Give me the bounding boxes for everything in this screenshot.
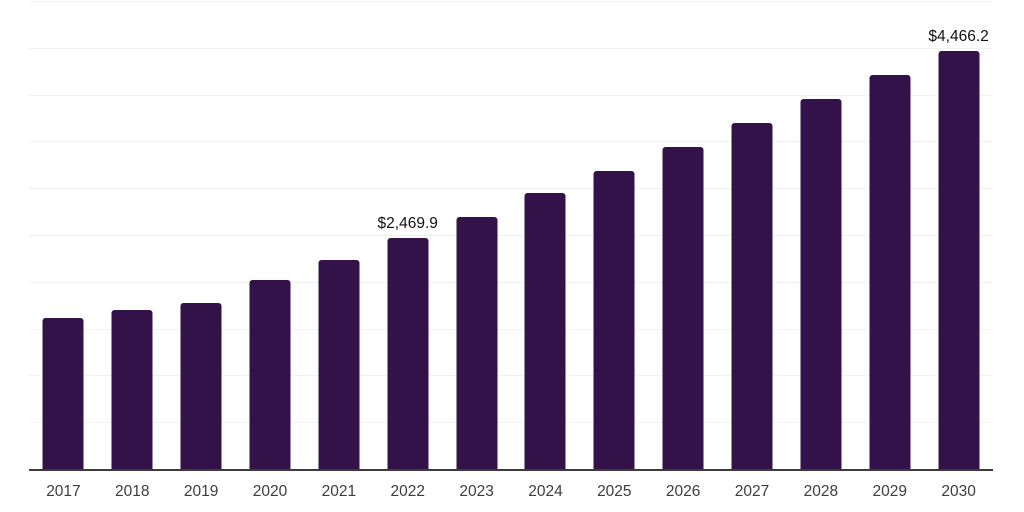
x-axis-label-2029: 2029 [872, 483, 907, 500]
plot-area: $2,469.9 $4,466.2 [29, 1, 993, 471]
bar-data-label-2030: $4,466.2 [928, 28, 989, 45]
bar-2025 [593, 171, 635, 469]
bar-2024 [524, 193, 566, 469]
x-axis-label-2030: 2030 [941, 483, 976, 500]
bar-2017 [42, 318, 84, 469]
bar-data-label-2022: $2,469.9 [377, 214, 438, 232]
x-axis-label-2028: 2028 [803, 483, 839, 500]
x-axis-label-2025: 2025 [597, 483, 632, 500]
gridline-2000 [29, 281, 993, 283]
x-axis-label-2027: 2027 [734, 483, 770, 500]
x-axis-label-2026: 2026 [665, 483, 701, 500]
bar-slot-2018 [98, 1, 167, 469]
bar-slot-2030: $4,466.2 [924, 1, 993, 469]
bar-slot-2022: $2,469.9 [373, 1, 442, 469]
bar-slot-2020 [236, 1, 305, 469]
bar-2020 [249, 280, 291, 469]
x-axis-label-2022: 2022 [390, 483, 425, 500]
bar-slot-2017 [29, 1, 98, 469]
x-axis-labels: 2017 2018 2019 2020 2021 2022 2023 2024 2025 2026… [29, 482, 993, 502]
bar-slot-2019 [167, 1, 236, 469]
bar-slot-2025 [580, 1, 649, 469]
gridline-1500 [29, 328, 993, 330]
gridline-500 [29, 422, 993, 424]
bar-2022 [387, 237, 429, 469]
bar-slot-2023 [442, 1, 511, 469]
gridline-1000 [29, 375, 993, 377]
bar-2030 [938, 51, 980, 469]
x-axis-line [29, 469, 993, 471]
bar-2021 [318, 260, 360, 469]
bar-slot-2027 [718, 1, 787, 469]
x-axis-label-2019: 2019 [183, 483, 219, 500]
bars-layer: $2,469.9 $4,466.2 [29, 1, 993, 469]
gridline-3000 [29, 188, 993, 190]
bar-2026 [662, 147, 704, 469]
bar-slot-2029 [855, 1, 924, 469]
x-axis-label-2017: 2017 [46, 483, 81, 500]
bar-slot-2021 [304, 1, 373, 469]
x-axis-label-2024: 2024 [528, 483, 563, 500]
bar-2023 [456, 217, 498, 469]
bar-2029 [869, 74, 911, 469]
x-axis-label-2020: 2020 [252, 483, 288, 500]
bar-slot-2026 [649, 1, 718, 469]
bar-2019 [180, 303, 222, 469]
x-axis-label-2018: 2018 [115, 483, 150, 500]
bar-slot-2024 [511, 1, 580, 469]
bar-2028 [800, 99, 842, 469]
gridline-3500 [29, 141, 993, 143]
gridline-2500 [29, 235, 993, 236]
bar-2018 [111, 310, 153, 469]
gridline-4000 [29, 94, 993, 96]
x-axis-label-2023: 2023 [459, 483, 494, 500]
x-axis-label-2021: 2021 [321, 483, 357, 500]
gridline-5000 [29, 1, 993, 2]
bar-2027 [731, 123, 773, 469]
gridline-4500 [29, 47, 993, 49]
bar-slot-2028 [786, 1, 855, 469]
